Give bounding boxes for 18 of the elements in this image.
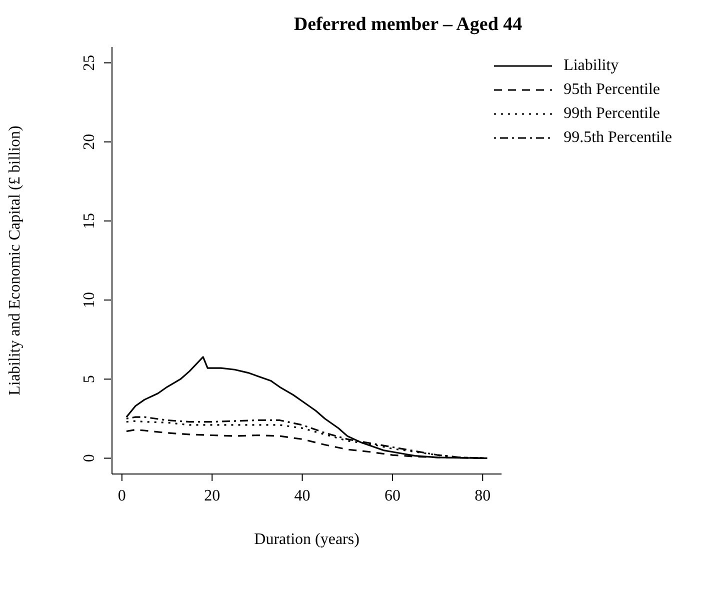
x-tick-label: 40 bbox=[294, 487, 310, 504]
y-tick-label: 10 bbox=[81, 292, 98, 308]
legend-label: Liability bbox=[564, 57, 619, 75]
y-tick-label: 0 bbox=[81, 454, 98, 462]
chart-title: Deferred member – Aged 44 bbox=[292, 13, 524, 37]
y-tick-label: 20 bbox=[81, 134, 98, 150]
y-axis-title: Liability and Economic Capital (£ billion) bbox=[6, 126, 24, 396]
x-axis-title: Duration (years) bbox=[254, 531, 360, 548]
x-tick-label: 80 bbox=[474, 487, 491, 504]
legend-label: 99th Percentile bbox=[564, 105, 660, 123]
y-tick-label: 15 bbox=[81, 212, 98, 229]
y-tick-label: 5 bbox=[81, 375, 98, 384]
x-tick-label: 0 bbox=[118, 487, 126, 504]
x-tick-label: 20 bbox=[204, 487, 220, 504]
legend-label: 99.5th Percentile bbox=[564, 129, 672, 147]
legend-label: 95th Percentile bbox=[564, 81, 660, 99]
y-tick-label: 25 bbox=[81, 54, 98, 71]
x-tick-label: 60 bbox=[384, 487, 400, 504]
